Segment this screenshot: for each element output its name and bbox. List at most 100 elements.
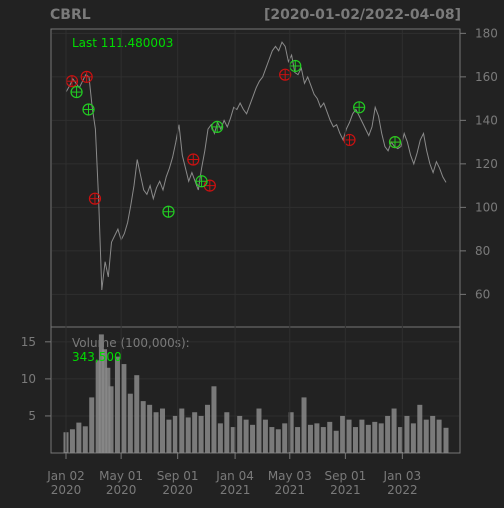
volume-y-tick-label: 5 [28,409,36,423]
volume-bar [102,349,108,453]
volume-bar [166,419,172,453]
last-price-label: Last 111.480003 [72,36,173,50]
volume-bar [282,423,288,453]
buy-signal-marker [82,103,95,116]
date-range-title: [2020-01-02/2022-04-08] [264,7,461,23]
volume-bar [179,408,185,453]
x-tick-label-year: 2021 [274,483,305,497]
volume-bar [398,427,404,453]
volume-bar [417,404,423,453]
x-tick-label-year: 2020 [51,483,82,497]
sell-signal-marker [187,153,200,166]
buy-signal-marker [195,175,208,188]
volume-bar [262,419,268,453]
volume-bar [295,427,301,453]
volume-bar [159,408,165,453]
volume-bar [340,415,346,453]
volume-y-axis: 5 10 15 [21,335,51,423]
price-panel: 60 80 100 120 140 160 180 Last 111.480003 [50,26,498,328]
volume-bar [378,423,384,453]
price-y-axis: 60 80 100 120 140 160 180 [460,26,498,301]
volume-bar [327,421,333,453]
volume-bar [224,412,230,453]
price-y-tick-label: 120 [475,157,498,171]
x-tick-label-year: 2022 [387,483,418,497]
volume-bar [320,427,326,453]
buy-signal-marker [70,85,83,99]
x-tick-label-month: Jan 03 [383,469,422,483]
sell-signal-markers [65,68,402,205]
volume-bar [192,412,198,453]
sell-signal-marker [88,192,102,205]
sell-signal-marker [279,68,292,81]
price-y-tick-label: 140 [475,113,498,127]
volume-panel-frame [50,326,461,454]
volume-bar [105,367,111,453]
volume-bar [250,424,256,453]
volume-bar [359,419,365,453]
price-y-tick-label: 80 [475,244,490,258]
price-series-line [65,41,447,291]
x-tick-label-month: Jan 04 [215,469,254,483]
sell-signal-marker [80,70,93,83]
volume-bar [391,408,397,453]
price-y-tick-label: 180 [475,26,498,40]
buy-signal-marker [162,205,175,218]
volume-bar [185,417,191,453]
volume-bar [108,386,114,453]
x-tick-label-year: 2020 [162,483,193,497]
volume-bar [121,364,127,453]
volume-bars [63,334,449,453]
volume-bar [436,419,442,453]
price-y-tick-label: 100 [475,200,498,214]
symbol-title: CBRL [50,7,91,23]
volume-bar [147,404,153,453]
volume-bar [301,397,307,453]
volume-bar [172,415,178,453]
volume-bar [410,423,416,453]
volume-bar [288,412,294,453]
volume-last-value: 343,500 [72,350,122,364]
volume-bar [352,427,358,453]
volume-bar [95,360,101,453]
volume-bar [140,401,146,453]
volume-bar [443,427,449,453]
volume-bar [404,415,410,453]
buy-signal-markers [70,59,402,218]
volume-bar [76,422,82,453]
x-tick-label-year: 2021 [220,483,251,497]
volume-bar [385,415,391,453]
x-tick-label-month: Sep 01 [157,469,199,483]
x-tick-label-year: 2020 [106,483,137,497]
volume-bar [98,334,104,453]
volume-bar [217,423,223,453]
volume-bar [114,356,120,453]
price-y-tick-label: 160 [475,70,498,84]
volume-bar [134,375,140,453]
price-y-tick-label: 60 [475,287,490,301]
volume-bar [307,424,313,453]
x-tick-label-month: Jan 02 [46,469,85,483]
volume-label: Volume (100,000s): [72,336,190,350]
volume-bar [230,427,236,453]
volume-bar [346,419,352,453]
volume-bar [256,408,262,453]
volume-bar [372,421,378,453]
volume-bar [333,430,339,453]
x-tick-label-month: May 03 [268,469,312,483]
volume-bar [314,423,320,453]
price-panel-frame [50,28,461,328]
volume-y-tick-label: 10 [21,372,36,386]
volume-bar [430,415,436,453]
sell-signal-marker [65,75,79,88]
x-tick-label-year: 2021 [330,483,361,497]
volume-bar [423,419,429,453]
buy-signal-marker [388,136,402,149]
buy-signal-marker [289,59,302,73]
volume-bar [269,427,275,453]
volume-bar [82,426,88,453]
x-tick-label-month: Sep 01 [325,469,367,483]
